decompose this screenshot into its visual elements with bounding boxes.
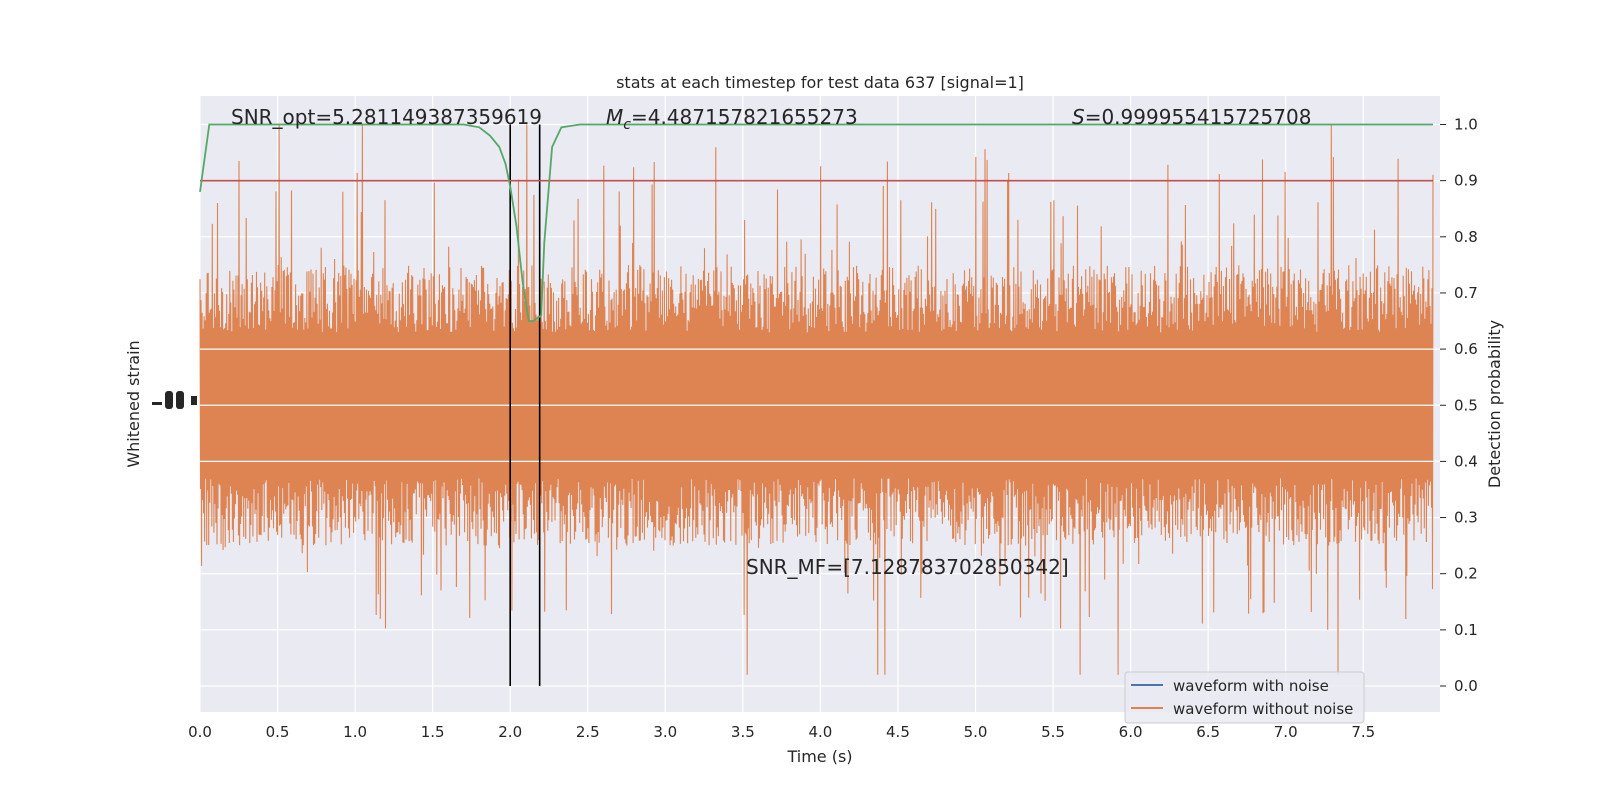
- strain-traces: [199, 124, 1440, 675]
- chirp-mass-symbol: M: [606, 105, 623, 129]
- y-tick-label: 0.2: [1454, 565, 1478, 583]
- x-tick-label: 6.5: [1196, 723, 1220, 741]
- x-tick-label: 0.5: [266, 723, 290, 741]
- y-tick-label: 0.1: [1454, 621, 1478, 639]
- y-axis-left-label: Whitened strain: [124, 340, 143, 467]
- x-axis-label: Time (s): [786, 747, 852, 766]
- x-tick-label: 2.0: [498, 723, 522, 741]
- chart-title: stats at each timestep for test data 637…: [616, 73, 1024, 92]
- legend: waveform with noise waveform without noi…: [1124, 671, 1365, 724]
- y-tick-label: 0.8: [1454, 228, 1478, 246]
- y-tick-label: 0.3: [1454, 509, 1478, 527]
- legend-label-without-noise: waveform without noise: [1173, 700, 1353, 718]
- annotation-s: S=0.999955415725708: [1072, 105, 1311, 129]
- y-tick-label: 0.0: [1454, 677, 1478, 695]
- x-tick-label: 4.0: [808, 723, 832, 741]
- y-axis-right-ticks: 0.0 0.1 0.2 0.3 0.4 0.5 0.6 0.7 0.8 0.9 1.0: [1440, 116, 1478, 695]
- x-tick-label: 6.0: [1119, 723, 1143, 741]
- y-tick-label: 0.4: [1454, 452, 1478, 470]
- detection-probability-layer: [199, 123, 1433, 322]
- x-tick-label: 2.5: [576, 723, 600, 741]
- series-waveform-without-noise: [199, 124, 1434, 675]
- x-tick-label: 4.5: [886, 723, 910, 741]
- s-symbol: S: [1072, 105, 1085, 129]
- annotation-chirp-mass: Mc=4.487157821655273: [606, 105, 858, 133]
- x-tick-label: 0.0: [188, 723, 212, 741]
- annotation-snr-opt: SNR_opt=5.281149387359619: [231, 105, 542, 129]
- x-tick-label: 1.5: [421, 723, 445, 741]
- y-tick-label: 0.9: [1454, 172, 1478, 190]
- event-window-lines: [509, 124, 541, 686]
- legend-box: [1124, 671, 1365, 724]
- chirp-mass-value: =4.487157821655273: [631, 105, 858, 129]
- y-tick-label: 0.5: [1454, 396, 1478, 414]
- x-tick-label: 5.5: [1041, 723, 1065, 741]
- chirp-mass-subscript: c: [623, 117, 631, 133]
- s-value: =0.999955415725708: [1085, 105, 1312, 129]
- x-tick-label: 3.0: [653, 723, 677, 741]
- x-tick-label: 7.0: [1274, 723, 1298, 741]
- x-tick-label: 3.5: [731, 723, 755, 741]
- legend-label-with-noise: waveform with noise: [1173, 677, 1329, 695]
- y-tick-label: 0.6: [1454, 340, 1478, 358]
- y-axis-right-label: Detection probability: [1485, 320, 1504, 488]
- x-tick-label: 7.5: [1351, 723, 1375, 741]
- x-tick-label: 1.0: [343, 723, 367, 741]
- y-tick-label: 1.0: [1454, 116, 1478, 134]
- annotation-snr-mf: SNR_MF=[7.128783702850342]: [746, 555, 1069, 579]
- x-tick-label: 5.0: [964, 723, 988, 741]
- detection-probability-line: [199, 123, 1433, 322]
- x-axis-ticks: 0.0 0.5 1.0 1.5 2.0 2.5 3.0 3.5 4.0 4.5 5.0 5.5 6.0 6…: [188, 723, 1375, 741]
- y-tick-label: 0.7: [1454, 284, 1478, 302]
- left-axis-offset-glyphs: [152, 391, 197, 409]
